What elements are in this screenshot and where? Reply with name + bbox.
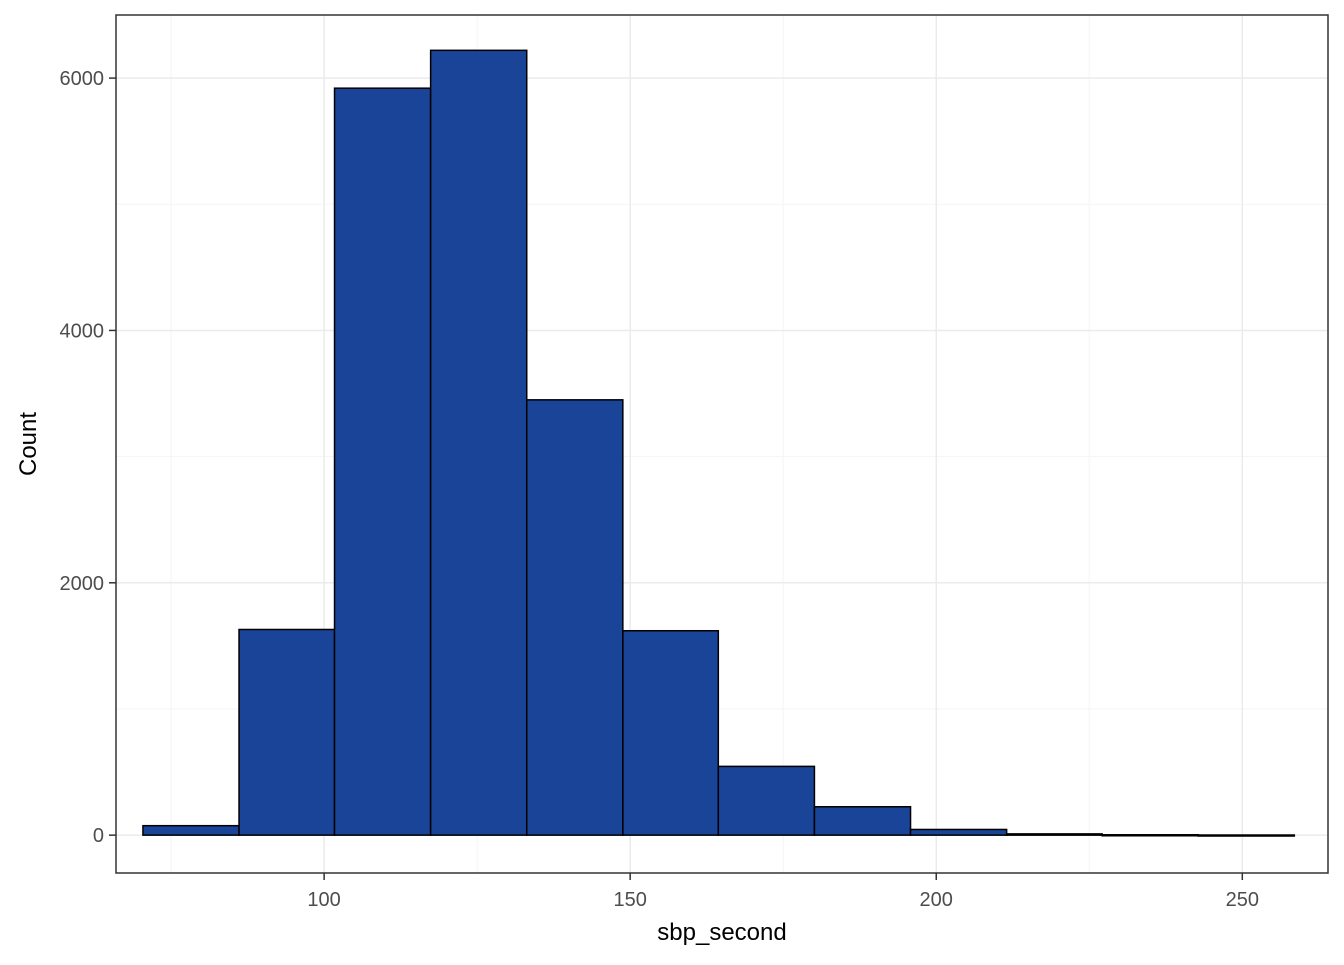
histogram-bar: [238, 628, 336, 836]
y-tick-label: 2000: [60, 573, 105, 595]
panel-border: [115, 14, 1329, 874]
histogram-bar: [525, 399, 624, 836]
x-tick-label: 100: [307, 889, 340, 911]
histogram-bar: [333, 87, 432, 836]
histogram-bar: [1197, 834, 1296, 837]
axis-layer: 100 150 200 250 0 2000 4000 6000: [60, 68, 1259, 911]
x-tick-label: 250: [1226, 889, 1259, 911]
histogram-bar: [909, 828, 1008, 836]
histogram-bar: [142, 824, 240, 836]
histogram-bar: [813, 806, 912, 836]
bar-layer: [142, 49, 1296, 837]
histogram-bar: [622, 629, 720, 836]
histogram-bar: [717, 765, 816, 836]
histogram-bar: [1005, 833, 1103, 836]
y-tick-label: 4000: [60, 320, 105, 342]
x-tick-label: 200: [920, 889, 953, 911]
x-tick-label: 150: [613, 889, 646, 911]
y-tick-label: 0: [93, 825, 104, 847]
x-axis-title: sbp_second: [657, 919, 786, 946]
histogram-bar: [1101, 834, 1199, 837]
histogram-bar: [429, 49, 528, 836]
y-axis-title: Count: [15, 412, 42, 476]
y-tick-label: 6000: [60, 68, 105, 90]
